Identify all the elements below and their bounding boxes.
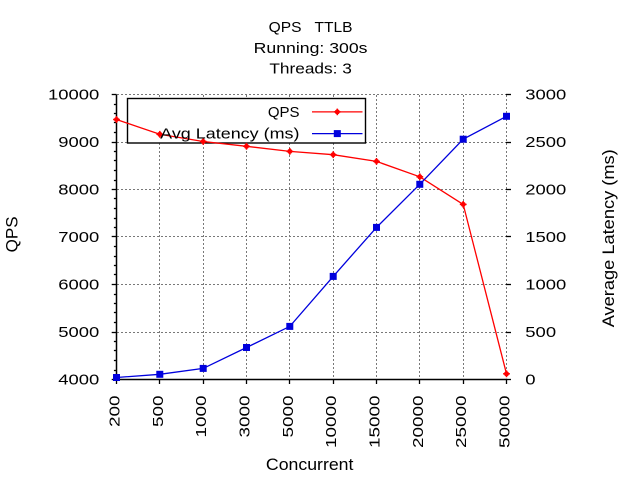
svg-text:2000: 2000 [525, 182, 566, 199]
svg-text:Threads: 3: Threads: 3 [269, 61, 352, 78]
svg-text:9000: 9000 [58, 134, 99, 151]
svg-text:15000: 15000 [367, 396, 384, 449]
svg-text:8000: 8000 [58, 182, 99, 199]
svg-text:10000: 10000 [323, 396, 340, 449]
svg-text:Average Latency (ms): Average Latency (ms) [599, 149, 618, 327]
svg-text:QPS: QPS [268, 104, 300, 121]
svg-text:2500: 2500 [525, 134, 566, 151]
svg-text:Concurrent: Concurrent [266, 455, 354, 474]
svg-text:6000: 6000 [58, 277, 99, 294]
svg-text:4000: 4000 [58, 372, 99, 389]
svg-text:10000: 10000 [48, 87, 99, 104]
svg-text:1000: 1000 [525, 277, 566, 294]
svg-text:3000: 3000 [525, 87, 566, 104]
svg-text:7000: 7000 [58, 229, 99, 246]
svg-text:200: 200 [107, 396, 124, 428]
svg-text:QPS: QPS [2, 216, 21, 252]
svg-text:3000: 3000 [237, 396, 254, 438]
svg-text:1000: 1000 [193, 396, 210, 438]
svg-text:500: 500 [525, 324, 556, 341]
svg-text:5000: 5000 [58, 324, 99, 341]
svg-text:500: 500 [150, 396, 167, 428]
svg-text:20000: 20000 [410, 396, 427, 449]
svg-text:50000: 50000 [497, 396, 514, 449]
svg-text:Avg Latency (ms): Avg Latency (ms) [160, 126, 299, 143]
svg-text:5000: 5000 [280, 396, 297, 438]
svg-text:Running: 300s: Running: 300s [254, 40, 368, 57]
svg-text:0: 0 [525, 372, 535, 389]
svg-text:25000: 25000 [453, 396, 470, 449]
svg-text:1500: 1500 [525, 229, 566, 246]
svg-text:QPS TTLB: QPS TTLB [269, 19, 353, 36]
